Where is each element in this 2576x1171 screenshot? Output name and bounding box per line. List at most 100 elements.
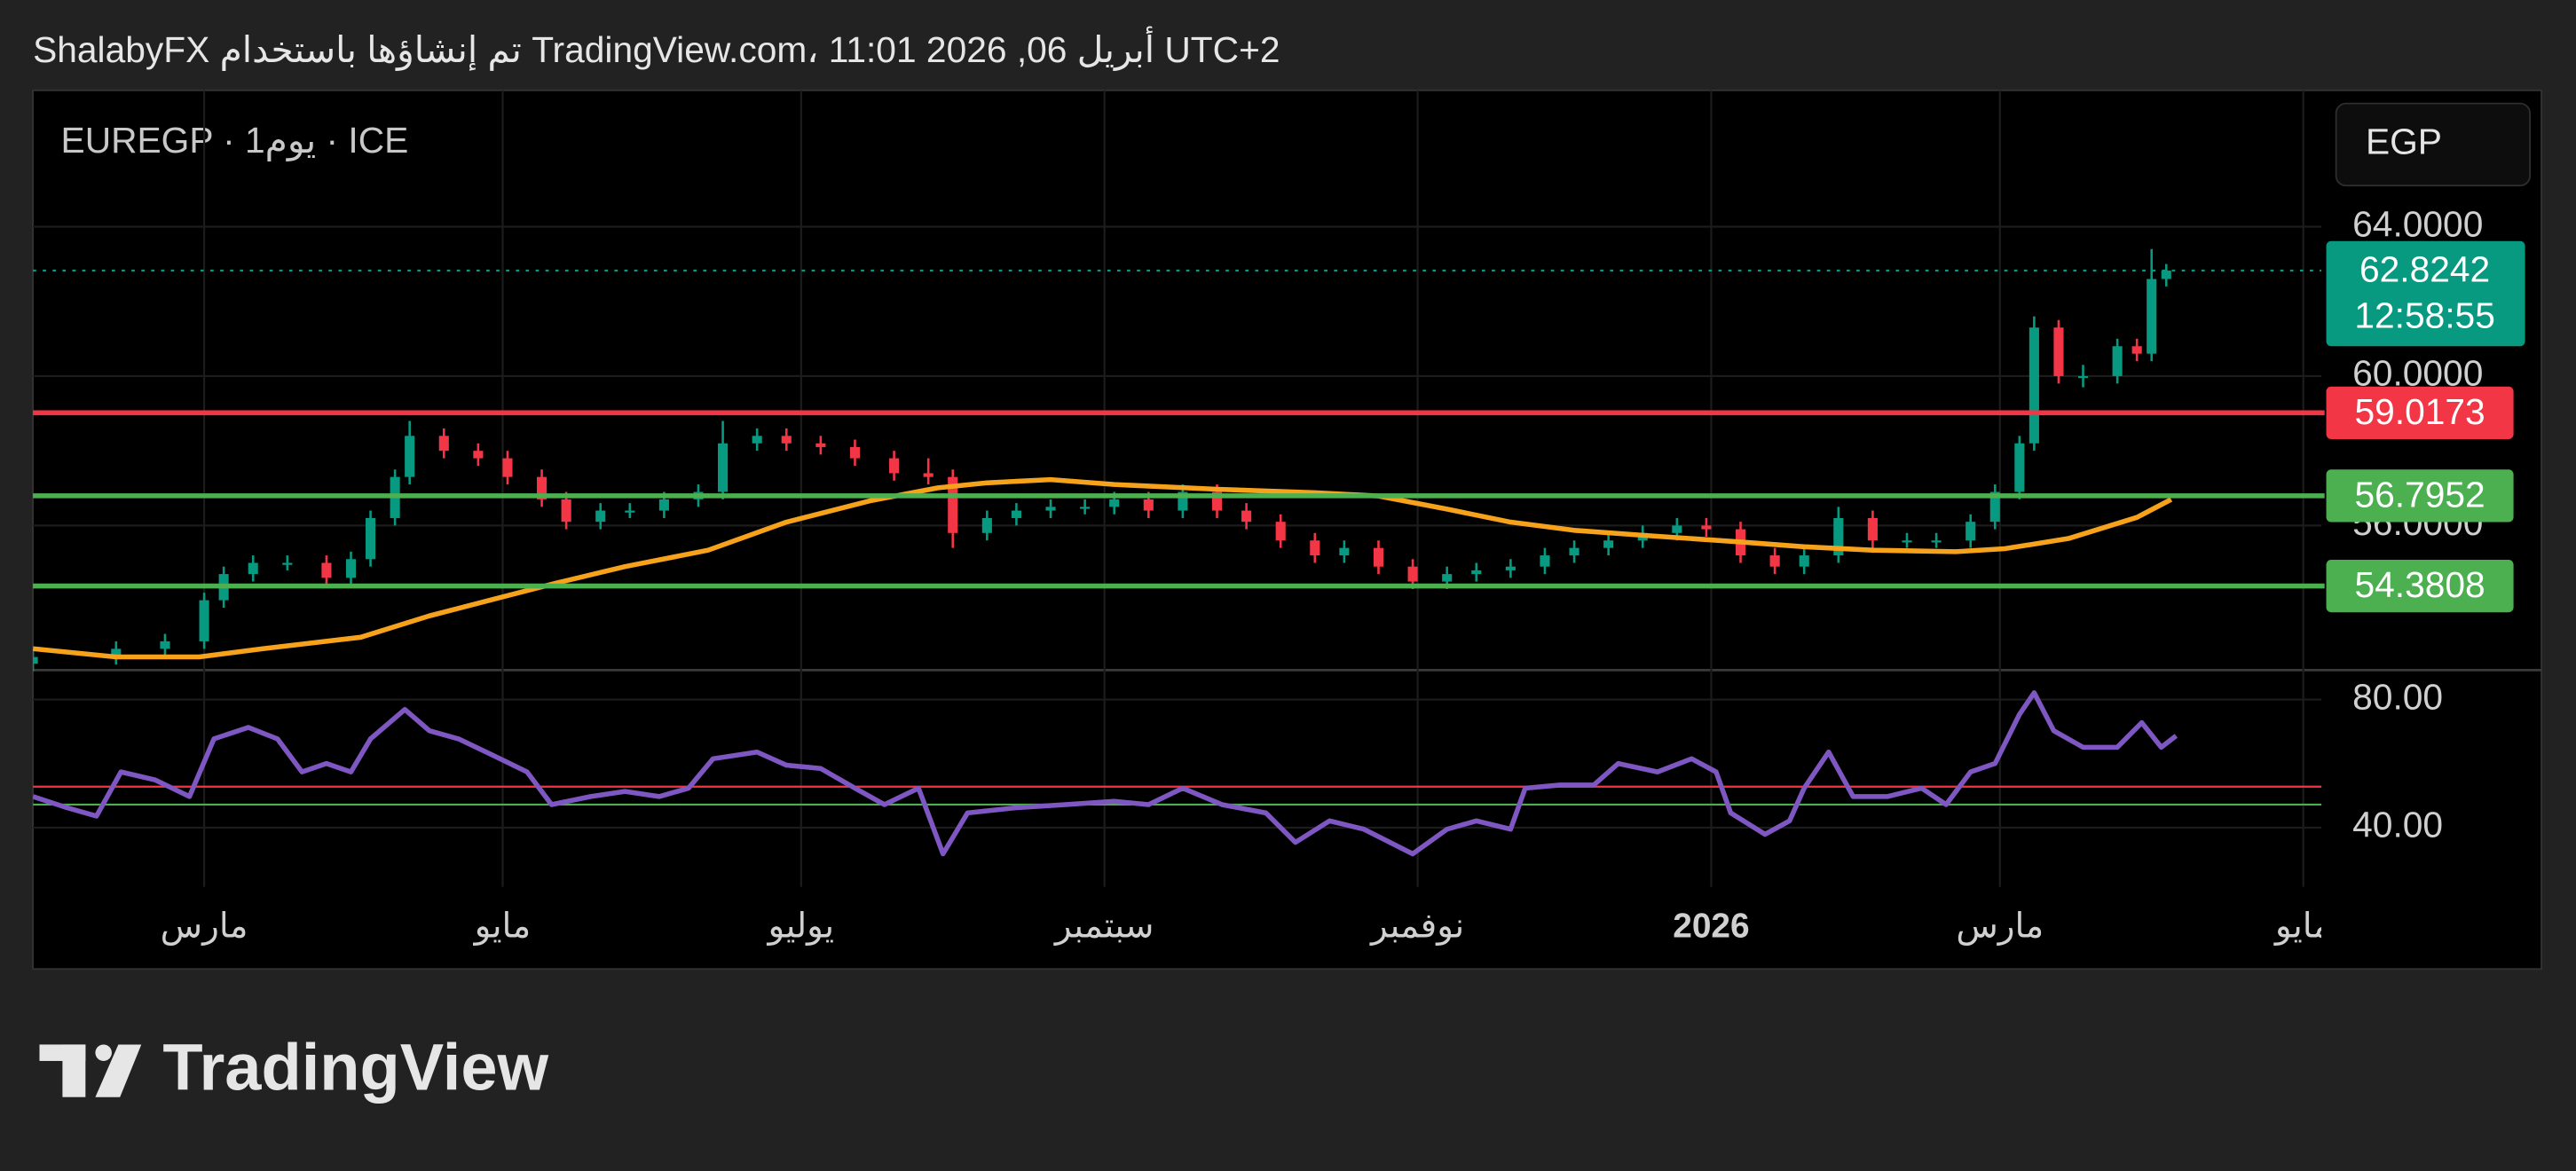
x-tick-label: مايو xyxy=(2273,907,2332,946)
candle-body xyxy=(1045,507,1056,511)
candle-body xyxy=(1407,566,1418,582)
indicator-line xyxy=(33,690,2178,857)
last-price-label: 62.8242 xyxy=(2359,249,2490,290)
candle-body xyxy=(537,476,547,499)
candle-body xyxy=(1833,517,1844,556)
x-tick-label: مارس xyxy=(161,907,248,945)
candle-body xyxy=(366,517,376,560)
last-price-box xyxy=(2326,240,2525,347)
symbol-label: EUREGP · 1يوم · ICE xyxy=(61,120,409,161)
candle-body xyxy=(1143,499,1154,511)
candle-body xyxy=(658,499,669,511)
candle-body xyxy=(1178,491,1188,511)
candle-body xyxy=(405,436,415,477)
candle-body xyxy=(1373,547,1384,567)
candle-body xyxy=(1540,555,1550,567)
candle-body xyxy=(282,562,293,565)
candle-body xyxy=(625,510,635,513)
candle-body xyxy=(889,458,900,474)
candle-body xyxy=(849,446,861,459)
candle-body xyxy=(199,600,209,641)
candle-body xyxy=(321,562,332,578)
candle-body xyxy=(1769,555,1780,567)
candle-body xyxy=(502,458,513,477)
grid xyxy=(33,90,2321,887)
logo-shape xyxy=(95,1044,142,1097)
candle-body xyxy=(2077,375,2089,379)
candle-body xyxy=(1080,507,1091,509)
x-tick-label: نوفمبر xyxy=(1369,907,1464,946)
level-label-box xyxy=(2326,386,2514,439)
x-tick-label: مارس xyxy=(1956,907,2044,945)
candle-body xyxy=(438,436,449,452)
candle-body xyxy=(923,473,934,477)
y-tick-label: 64.0000 xyxy=(2352,203,2483,244)
candle-body xyxy=(2112,346,2123,376)
candle-body xyxy=(345,559,357,578)
candle-body xyxy=(1109,499,1120,507)
candle-body xyxy=(2131,346,2142,354)
candle-body xyxy=(1965,522,1976,541)
candle-body xyxy=(595,510,606,523)
candle-body xyxy=(1011,510,1021,518)
candle-body xyxy=(2053,327,2064,376)
rsi-tick-label: 80.00 xyxy=(2352,676,2443,717)
candle-body xyxy=(1672,525,1682,533)
brand-logo: TradingView xyxy=(39,1030,549,1104)
candle-body xyxy=(33,656,38,664)
logo-shape xyxy=(95,1044,112,1061)
candle-body xyxy=(718,443,729,492)
logo-shape xyxy=(62,1044,86,1097)
candle-body xyxy=(473,451,484,459)
candle-body xyxy=(1931,540,1942,543)
level-label: 54.3808 xyxy=(2354,564,2485,605)
candle-body xyxy=(1471,570,1482,575)
level-label: 56.7952 xyxy=(2354,475,2485,515)
x-tick-label: سبتمبر xyxy=(1053,907,1154,946)
candle-body xyxy=(160,641,170,649)
candle-body xyxy=(561,499,571,523)
candle-body xyxy=(1505,566,1516,570)
candle-body xyxy=(2161,271,2171,279)
candle-body xyxy=(111,648,122,657)
header-text: ShalabyFX تم إنشاؤها باستخدام TradingVie… xyxy=(33,26,1280,71)
rsi-tick-label: 40.00 xyxy=(2352,805,2443,845)
candle-body xyxy=(2147,279,2157,354)
currency-box[interactable] xyxy=(2335,102,2532,187)
candle-body xyxy=(1989,491,2000,523)
candle-body xyxy=(1339,547,1350,556)
candle-body xyxy=(1275,522,1286,541)
candle-body xyxy=(815,443,826,447)
candle-body xyxy=(248,562,258,575)
candle-body xyxy=(1701,525,1712,530)
countdown-label: 12:58:55 xyxy=(2354,295,2495,335)
candle-body xyxy=(1902,540,1912,543)
candle-body xyxy=(1211,491,1223,511)
candle-body xyxy=(752,436,762,444)
candle-body xyxy=(1867,517,1878,541)
plot-area: مارس مايو يوليو سبتمبر نوفمبر 2026 مارس مايو xyxy=(33,248,2332,946)
candle-body xyxy=(1603,540,1614,548)
x-tick-label: يوليو xyxy=(767,907,835,946)
candle-body xyxy=(2029,327,2039,444)
level-label: 59.0173 xyxy=(2354,391,2485,432)
x-tick-label: 2026 xyxy=(1673,907,1749,945)
currency-label[interactable]: EGP xyxy=(2366,122,2442,162)
candle-body xyxy=(1799,555,1809,567)
candle-body xyxy=(2014,443,2025,492)
indicator-line xyxy=(33,476,2173,660)
level-label-box xyxy=(2326,469,2514,523)
candle-body xyxy=(1569,547,1579,556)
candle-body xyxy=(981,517,992,533)
level-label-box xyxy=(2326,559,2514,613)
x-tick-label: مايو xyxy=(473,907,532,946)
candle-body xyxy=(1442,574,1453,582)
candle-body xyxy=(1241,510,1252,523)
chart-panel xyxy=(32,89,2542,971)
candle-body xyxy=(781,436,792,444)
candle-body xyxy=(1310,540,1320,556)
brand-name: TradingView xyxy=(162,1030,548,1104)
candle-body xyxy=(948,476,958,533)
